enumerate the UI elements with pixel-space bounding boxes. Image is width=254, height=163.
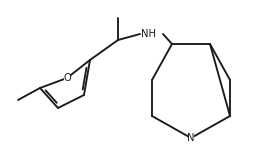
Text: O: O xyxy=(63,73,71,83)
FancyBboxPatch shape xyxy=(143,30,153,38)
FancyBboxPatch shape xyxy=(65,74,70,82)
Text: NH: NH xyxy=(140,29,155,39)
FancyBboxPatch shape xyxy=(188,133,194,142)
Text: N: N xyxy=(187,133,195,143)
